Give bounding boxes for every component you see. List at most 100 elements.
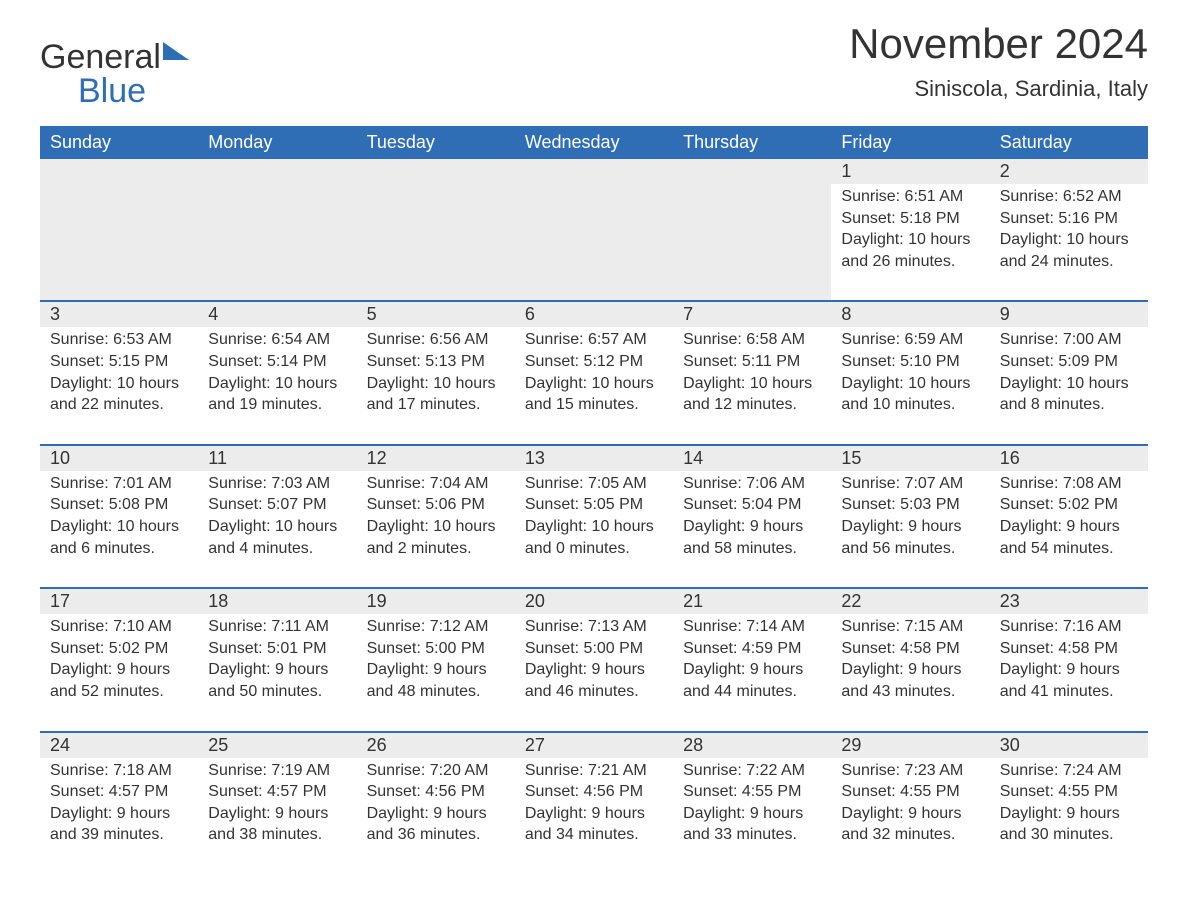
sunset-line: Sunset: 5:15 PM [50,351,188,373]
day-header-row: SundayMondayTuesdayWednesdayThursdayFrid… [40,126,1148,159]
day-detail-cell: Sunrise: 6:54 AMSunset: 5:14 PMDaylight:… [198,327,356,444]
day-number-cell: 28 [673,732,831,758]
sunrise-line: Sunrise: 7:20 AM [367,760,505,782]
day-detail-cell: Sunrise: 7:13 AMSunset: 5:00 PMDaylight:… [515,614,673,731]
sunrise-line: Sunrise: 7:14 AM [683,616,821,638]
logo-blue: Blue [78,74,161,108]
daylight-line: Daylight: 10 hours and 15 minutes. [525,373,663,416]
sunset-line: Sunset: 5:02 PM [1000,494,1138,516]
sunrise-line: Sunrise: 7:11 AM [208,616,346,638]
sunset-line: Sunset: 5:18 PM [841,208,979,230]
sunrise-line: Sunrise: 6:51 AM [841,186,979,208]
sunrise-line: Sunrise: 7:03 AM [208,473,346,495]
day-detail-cell: Sunrise: 7:03 AMSunset: 5:07 PMDaylight:… [198,471,356,588]
daynum-row: 3456789 [40,301,1148,327]
day-detail-cell: Sunrise: 7:16 AMSunset: 4:58 PMDaylight:… [990,614,1148,731]
day-detail-cell [673,184,831,301]
sunset-line: Sunset: 5:13 PM [367,351,505,373]
day-number-cell: 26 [357,732,515,758]
sunset-line: Sunset: 5:16 PM [1000,208,1138,230]
sunrise-line: Sunrise: 6:56 AM [367,329,505,351]
day-number-cell [673,159,831,184]
detail-row: Sunrise: 6:51 AMSunset: 5:18 PMDaylight:… [40,184,1148,301]
sunset-line: Sunset: 4:55 PM [841,781,979,803]
daylight-line: Daylight: 9 hours and 30 minutes. [1000,803,1138,846]
daylight-line: Daylight: 10 hours and 12 minutes. [683,373,821,416]
daylight-line: Daylight: 9 hours and 39 minutes. [50,803,188,846]
day-number-cell [198,159,356,184]
day-number-cell: 12 [357,445,515,471]
daylight-line: Daylight: 9 hours and 43 minutes. [841,659,979,702]
day-number-cell [357,159,515,184]
day-detail-cell [515,184,673,301]
day-number-cell: 20 [515,588,673,614]
day-detail-cell: Sunrise: 7:24 AMSunset: 4:55 PMDaylight:… [990,758,1148,874]
sunrise-line: Sunrise: 7:07 AM [841,473,979,495]
day-number-cell: 15 [831,445,989,471]
day-number-cell [40,159,198,184]
day-header: Saturday [990,126,1148,159]
sunrise-line: Sunrise: 6:54 AM [208,329,346,351]
day-detail-cell: Sunrise: 7:19 AMSunset: 4:57 PMDaylight:… [198,758,356,874]
sunrise-line: Sunrise: 7:21 AM [525,760,663,782]
daylight-line: Daylight: 9 hours and 36 minutes. [367,803,505,846]
daylight-line: Daylight: 10 hours and 8 minutes. [1000,373,1138,416]
day-number-cell: 29 [831,732,989,758]
day-number-cell: 27 [515,732,673,758]
sunrise-line: Sunrise: 7:00 AM [1000,329,1138,351]
day-detail-cell: Sunrise: 7:10 AMSunset: 5:02 PMDaylight:… [40,614,198,731]
daynum-row: 24252627282930 [40,732,1148,758]
daylight-line: Daylight: 10 hours and 4 minutes. [208,516,346,559]
day-number-cell: 16 [990,445,1148,471]
day-number-cell: 21 [673,588,831,614]
sunrise-line: Sunrise: 7:04 AM [367,473,505,495]
detail-row: Sunrise: 7:01 AMSunset: 5:08 PMDaylight:… [40,471,1148,588]
daylight-line: Daylight: 10 hours and 26 minutes. [841,229,979,272]
daylight-line: Daylight: 9 hours and 38 minutes. [208,803,346,846]
sunset-line: Sunset: 5:04 PM [683,494,821,516]
day-detail-cell: Sunrise: 7:07 AMSunset: 5:03 PMDaylight:… [831,471,989,588]
day-number-cell: 3 [40,301,198,327]
day-detail-cell: Sunrise: 7:08 AMSunset: 5:02 PMDaylight:… [990,471,1148,588]
day-number-cell: 10 [40,445,198,471]
daylight-line: Daylight: 9 hours and 56 minutes. [841,516,979,559]
daylight-line: Daylight: 9 hours and 34 minutes. [525,803,663,846]
day-number-cell: 24 [40,732,198,758]
sunset-line: Sunset: 4:55 PM [1000,781,1138,803]
daylight-line: Daylight: 9 hours and 32 minutes. [841,803,979,846]
sunset-line: Sunset: 5:09 PM [1000,351,1138,373]
day-header: Friday [831,126,989,159]
day-detail-cell: Sunrise: 6:58 AMSunset: 5:11 PMDaylight:… [673,327,831,444]
sunset-line: Sunset: 5:00 PM [367,638,505,660]
day-detail-cell [40,184,198,301]
sunset-line: Sunset: 5:10 PM [841,351,979,373]
logo: General Blue [40,20,189,108]
day-header: Tuesday [357,126,515,159]
daylight-line: Daylight: 9 hours and 58 minutes. [683,516,821,559]
day-detail-cell: Sunrise: 7:21 AMSunset: 4:56 PMDaylight:… [515,758,673,874]
day-detail-cell: Sunrise: 7:14 AMSunset: 4:59 PMDaylight:… [673,614,831,731]
sunrise-line: Sunrise: 7:08 AM [1000,473,1138,495]
day-detail-cell: Sunrise: 7:23 AMSunset: 4:55 PMDaylight:… [831,758,989,874]
day-number-cell: 1 [831,159,989,184]
day-detail-cell [198,184,356,301]
day-header: Monday [198,126,356,159]
sunset-line: Sunset: 4:57 PM [50,781,188,803]
sunset-line: Sunset: 4:55 PM [683,781,821,803]
sunrise-line: Sunrise: 7:22 AM [683,760,821,782]
calendar-table: SundayMondayTuesdayWednesdayThursdayFrid… [40,126,1148,874]
daynum-row: 12 [40,159,1148,184]
day-detail-cell: Sunrise: 6:53 AMSunset: 5:15 PMDaylight:… [40,327,198,444]
sunrise-line: Sunrise: 6:59 AM [841,329,979,351]
sunset-line: Sunset: 4:56 PM [525,781,663,803]
day-number-cell: 5 [357,301,515,327]
logo-triangle-icon [163,42,189,60]
sunrise-line: Sunrise: 7:15 AM [841,616,979,638]
day-detail-cell: Sunrise: 7:05 AMSunset: 5:05 PMDaylight:… [515,471,673,588]
sunrise-line: Sunrise: 7:23 AM [841,760,979,782]
day-detail-cell: Sunrise: 7:11 AMSunset: 5:01 PMDaylight:… [198,614,356,731]
day-detail-cell: Sunrise: 7:06 AMSunset: 5:04 PMDaylight:… [673,471,831,588]
daylight-line: Daylight: 10 hours and 10 minutes. [841,373,979,416]
sunset-line: Sunset: 4:58 PM [841,638,979,660]
day-number-cell: 9 [990,301,1148,327]
